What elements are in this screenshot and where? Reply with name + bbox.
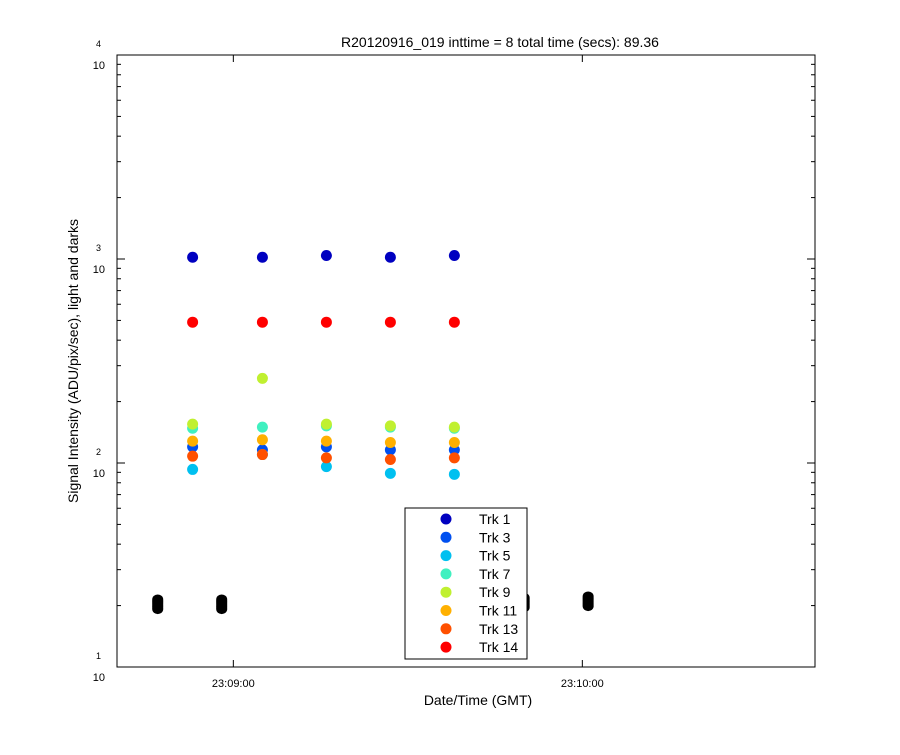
legend-label: Trk 5	[479, 548, 511, 564]
y-tick-label-exponent: 3	[96, 243, 101, 253]
data-point	[320, 418, 332, 430]
data-point	[187, 316, 199, 328]
x-tick-label: 23:10:00	[561, 678, 604, 690]
legend: Trk 1 Trk 3 Trk 5 Trk 7 Trk 9 Trk 11 Trk 13 Trk…	[404, 507, 528, 660]
data-point	[384, 420, 396, 432]
data-point	[187, 251, 199, 263]
data-point	[448, 452, 460, 464]
data-point	[187, 463, 199, 475]
legend-marker	[440, 550, 452, 562]
data-points	[152, 250, 594, 615]
legend-marker	[440, 513, 452, 525]
legend-marker	[440, 641, 452, 653]
y-tick-label-base: 10	[93, 672, 105, 684]
data-point	[384, 467, 396, 479]
y-tick-label-base: 10	[93, 468, 105, 480]
legend-label: Trk 9	[479, 584, 511, 600]
data-point	[320, 316, 332, 328]
data-point	[320, 452, 332, 464]
y-tick-labels: 10 1 10 2 10 3 10 4	[93, 39, 105, 684]
data-point	[187, 418, 199, 430]
legend-marker	[440, 605, 452, 616]
data-point	[256, 372, 268, 384]
legend-label: Trk 7	[479, 566, 511, 582]
data-point	[187, 435, 199, 447]
legend-label: Trk 11	[479, 603, 517, 619]
data-point	[187, 450, 199, 462]
y-tick-label-base: 10	[93, 264, 105, 276]
x-tick-labels: 23:09:00 23:10:00	[212, 678, 604, 690]
data-point	[384, 437, 396, 449]
data-point	[448, 421, 460, 433]
legend-marker	[440, 531, 452, 543]
x-tick-label: 23:09:00	[212, 678, 255, 690]
dark-point	[216, 604, 228, 615]
legend-label: Trk 14	[479, 639, 518, 655]
legend-label: Trk 13	[479, 621, 518, 637]
data-point	[448, 250, 460, 262]
legend-box	[404, 507, 528, 660]
data-point	[256, 449, 268, 461]
legend-marker	[440, 568, 452, 580]
data-point	[384, 251, 396, 263]
legend-label: Trk 3	[479, 529, 511, 545]
legend-marker	[440, 623, 452, 635]
legend-label: Trk 1	[479, 511, 511, 527]
data-point	[256, 251, 268, 263]
y-tick-label-exponent: 2	[96, 447, 101, 457]
data-point	[384, 316, 396, 328]
data-point	[320, 461, 332, 473]
data-point	[448, 316, 460, 328]
data-point	[448, 468, 460, 480]
dark-point	[582, 601, 594, 612]
y-tick-label-base: 10	[93, 60, 105, 72]
y-axis-label: Signal Intensity (ADU/pix/sec), light an…	[65, 219, 81, 503]
x-axis-label: Date/Time (GMT)	[424, 692, 532, 708]
dark-point	[152, 604, 164, 615]
data-point	[320, 435, 332, 447]
data-point	[448, 437, 460, 449]
data-point	[256, 434, 268, 446]
y-tick-label-exponent: 1	[96, 651, 101, 661]
legend-marker	[440, 586, 452, 598]
axis-ticks	[117, 54, 815, 668]
data-point	[384, 454, 396, 466]
data-point	[256, 316, 268, 328]
chart-title: R20120916_019 inttime = 8 total time (se…	[341, 34, 659, 50]
y-tick-label-exponent: 4	[96, 39, 101, 49]
data-point	[256, 421, 268, 433]
data-point	[320, 250, 332, 262]
